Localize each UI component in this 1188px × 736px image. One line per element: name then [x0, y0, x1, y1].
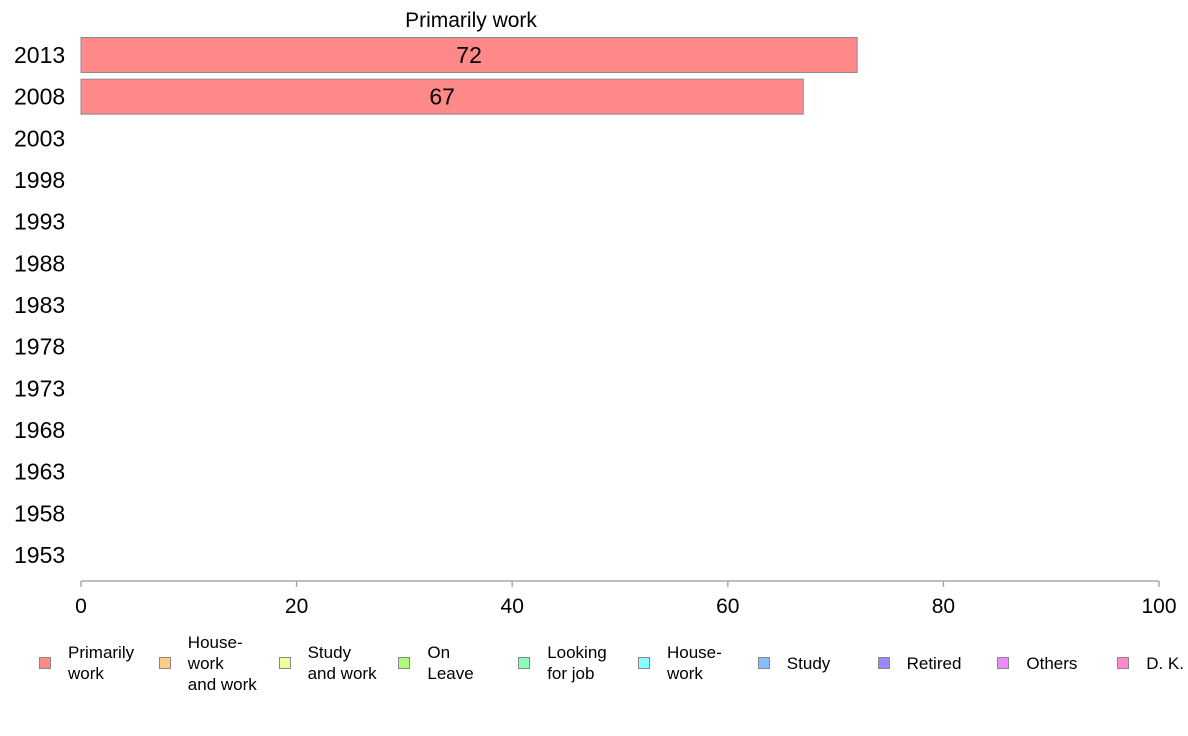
- legend-item: Study: [757, 628, 831, 698]
- chart: Primarily work 2013 2008 2003 1998 1993 1988 19…: [14, 9, 1177, 618]
- legend-swatch: [158, 657, 171, 669]
- legend-label: Retired: [906, 653, 962, 673]
- legend-label: Study: [786, 653, 831, 673]
- legend-label: D. K.: [1146, 653, 1184, 673]
- legend-item: On Leave: [398, 628, 474, 698]
- x-tick-label: 100: [1141, 595, 1176, 618]
- legend-swatch: [39, 657, 51, 669]
- bar[interactable]: [80, 78, 804, 115]
- legend-swatch: [278, 657, 291, 669]
- y-tick-label: 1983: [14, 292, 65, 318]
- legend-item: Primarily work: [39, 628, 134, 698]
- x-tick-label: 0: [75, 595, 87, 618]
- legend-item: House- work: [638, 628, 722, 698]
- legend-label: Study and work: [307, 643, 377, 683]
- legend-swatch: [997, 657, 1010, 669]
- y-tick-label: 1988: [14, 250, 65, 276]
- legend: Primarily work House- work and work Study …: [0, 628, 1188, 698]
- x-tick-label: 80: [932, 595, 955, 618]
- legend-item: Study and work: [278, 628, 377, 698]
- legend-swatch: [757, 657, 770, 669]
- x-tick-label: 20: [285, 595, 308, 618]
- y-tick-label: 1973: [14, 375, 65, 401]
- legend-swatch: [518, 657, 531, 669]
- y-tick-label: 1963: [14, 459, 65, 485]
- legend-item: House- work and work: [158, 628, 257, 698]
- data-label: 72: [456, 42, 482, 68]
- x-tick-label: 40: [501, 595, 524, 618]
- legend-label: On Leave: [427, 643, 474, 683]
- y-tick-label: 1978: [14, 334, 65, 360]
- y-tick-label: 2003: [14, 125, 65, 151]
- data-label: 67: [429, 84, 455, 110]
- legend-item: Looking for job: [518, 628, 607, 698]
- y-tick-label: 1998: [14, 167, 65, 193]
- bar[interactable]: [80, 37, 858, 73]
- y-tick-label: 2013: [14, 42, 65, 68]
- legend-swatch: [877, 657, 890, 669]
- x-tick-label: 60: [716, 595, 739, 618]
- legend-label: House- work: [667, 643, 722, 683]
- y-tick-label: 1958: [14, 500, 65, 526]
- legend-label: Looking for job: [547, 643, 607, 683]
- y-tick-label: 1993: [14, 209, 65, 235]
- legend-item: Retired: [877, 628, 962, 698]
- y-tick-label: 1968: [14, 417, 65, 443]
- y-tick-label: 2008: [14, 84, 65, 110]
- legend-label: House- work and work: [187, 632, 257, 694]
- chart-title: Primarily work: [405, 9, 537, 32]
- legend-swatch: [638, 657, 650, 669]
- legend-label: Others: [1026, 653, 1078, 673]
- legend-item: Others: [997, 628, 1077, 698]
- y-tick-label: 1953: [14, 542, 65, 568]
- legend-item: D. K.: [1117, 628, 1184, 698]
- legend-swatch: [398, 657, 411, 669]
- legend-swatch: [1117, 657, 1130, 669]
- legend-label: Primarily work: [68, 643, 135, 683]
